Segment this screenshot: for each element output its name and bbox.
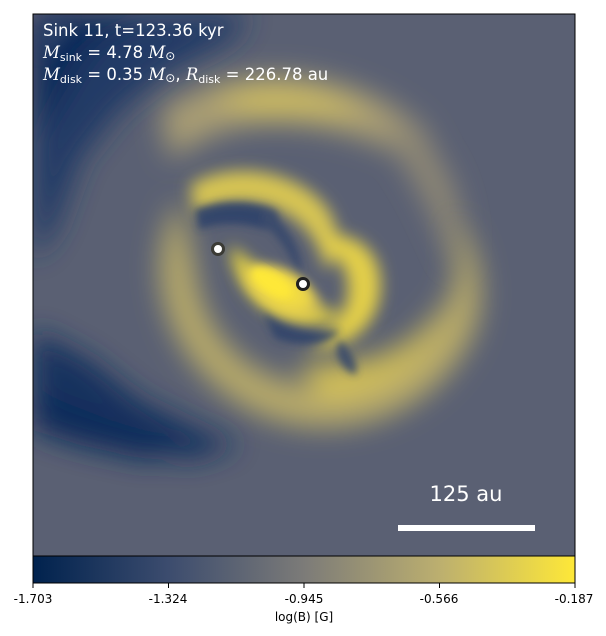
sink-time-text: Sink 11, t=123.36 kyr <box>43 21 224 40</box>
colorbar-tick-label: -0.187 <box>554 592 594 606</box>
sink-mass-annotation: Msink = 4.78 M⊙ <box>43 43 176 64</box>
sink-secondary-marker <box>211 242 225 256</box>
colorbar-ticks <box>32 583 576 588</box>
colorbar-tick-label: -0.566 <box>419 592 459 606</box>
colorbar-axis-label: log(B) [G] <box>274 610 334 624</box>
sink-time-annotation: Sink 11, t=123.36 kyr <box>43 21 224 41</box>
scale-bar-label: 125 au <box>429 482 503 506</box>
colorbar-tick-label: -1.703 <box>13 592 53 606</box>
colorbar-tick-label: -0.945 <box>284 592 324 606</box>
colorbar <box>32 555 576 584</box>
magnetic-field-map <box>33 14 575 556</box>
disk-annotation: Mdisk = 0.35 M⊙, Rdisk = 226.78 au <box>43 65 329 86</box>
colorbar-tick-label: -1.324 <box>148 592 188 606</box>
sink-primary-marker <box>296 277 310 291</box>
scale-bar <box>398 525 535 531</box>
